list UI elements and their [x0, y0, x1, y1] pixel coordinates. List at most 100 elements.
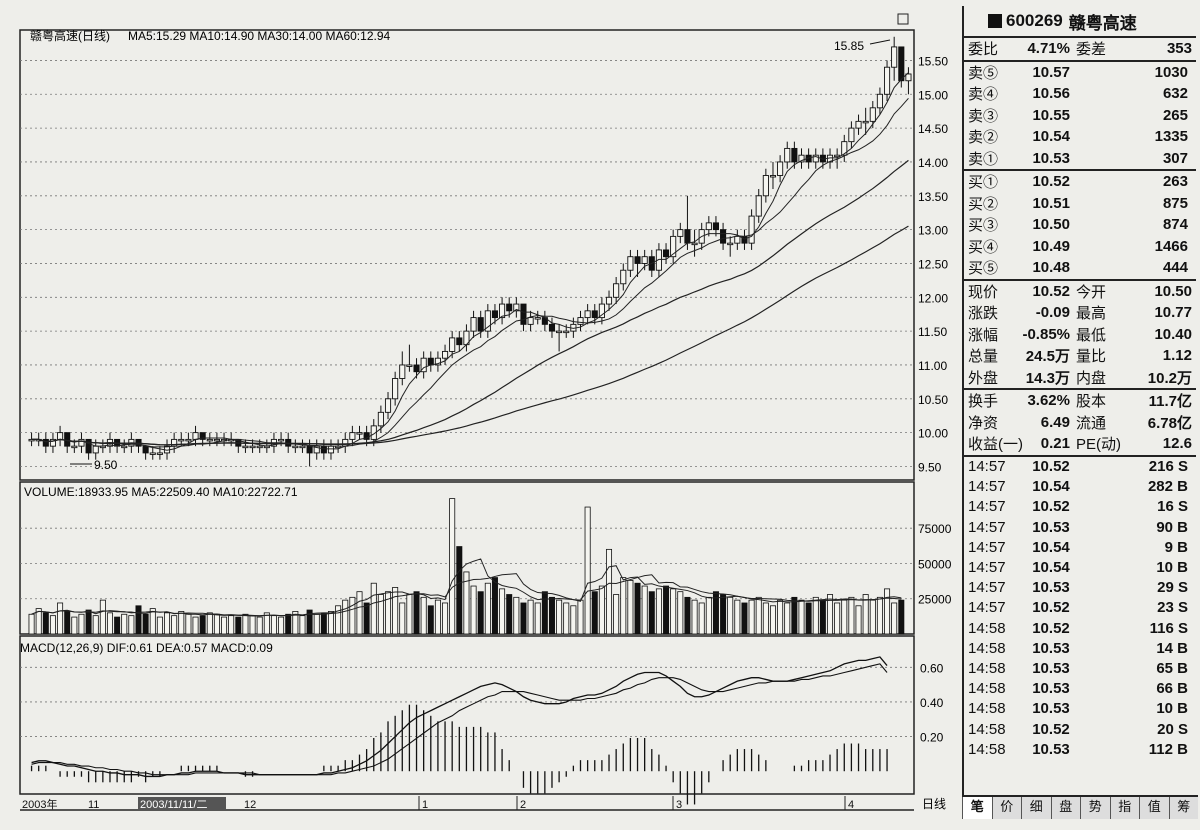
ratio-row: 委比 4.71% 委差 353: [964, 38, 1196, 60]
volume-bar: [242, 613, 249, 635]
buy-level: 买① 10.52 263: [968, 173, 1188, 192]
volume-bar: [848, 596, 855, 635]
candle-body: [156, 452, 163, 455]
price-tick: 15.50: [918, 54, 948, 68]
panel-tab[interactable]: 价: [991, 797, 1021, 819]
volume-bar: [92, 615, 99, 635]
stock-marker-icon: [988, 14, 1002, 28]
ma-legend: MA5:15.29 MA10:14.90 MA30:14.00 MA60:12.…: [128, 29, 390, 43]
panel-tab[interactable]: 指: [1109, 797, 1139, 819]
volume-bar: [784, 602, 791, 635]
tick-row: 14:57 10.54 282 B: [968, 478, 1188, 496]
price-tick: 14.50: [918, 122, 948, 136]
volume-bar: [270, 615, 277, 635]
candle-body: [142, 445, 149, 454]
volume-bar: [57, 602, 64, 635]
candle-body: [727, 242, 734, 246]
volume-bar: [734, 599, 741, 635]
volume-bar: [377, 594, 384, 635]
candle-body: [620, 269, 627, 285]
stat-row: 净资 6.49 流通 6.78亿: [968, 413, 1192, 432]
volume-bar: [862, 594, 869, 635]
volume-bar: [99, 599, 106, 635]
panel-tab[interactable]: 筹: [1168, 797, 1198, 819]
volume-bar: [541, 591, 548, 635]
volume-bar: [185, 613, 192, 635]
volume-header: VOLUME:18933.95 MA5:22509.40 MA10:22722.…: [24, 485, 298, 499]
volume-bar: [199, 615, 206, 635]
candle-body: [591, 310, 598, 319]
volume-bar: [584, 506, 591, 635]
volume-bar: [449, 498, 456, 635]
panel-tab[interactable]: 盘: [1050, 797, 1080, 819]
candle-body: [584, 310, 591, 319]
candle-body: [499, 303, 506, 319]
candle-body: [691, 242, 698, 246]
volume-bar: [805, 602, 812, 635]
candle-body: [299, 445, 306, 449]
candle-body: [720, 229, 727, 244]
candle-body: [192, 432, 199, 440]
candle-body: [655, 249, 662, 271]
period-tab[interactable]: 日线: [922, 797, 946, 811]
x-axis-label: 2: [520, 799, 526, 811]
candle-body: [527, 317, 534, 325]
candle-body: [891, 46, 898, 68]
tick-row: 14:57 10.52 216 S: [968, 458, 1188, 476]
volume-bar: [164, 612, 171, 635]
volume-bar: [677, 591, 684, 635]
candle-body: [121, 445, 128, 449]
tick-row: 14:57 10.52 23 S: [968, 599, 1188, 617]
price-tick: 12.00: [918, 291, 948, 305]
candle-body: [377, 411, 384, 427]
volume-bar: [855, 605, 862, 635]
candle-body: [755, 195, 762, 217]
expand-icon[interactable]: [897, 13, 909, 25]
panel-tab[interactable]: 笔: [962, 797, 992, 819]
x-axis-label: 1: [422, 799, 428, 811]
volume-bar: [327, 611, 334, 635]
candle-body: [769, 175, 777, 178]
volume-bar: [791, 596, 798, 635]
volume-bar: [598, 585, 605, 635]
candle-body: [420, 357, 427, 373]
volume-bar: [456, 546, 463, 635]
panel-tab[interactable]: 值: [1139, 797, 1169, 819]
tick-row: 14:58 10.53 66 B: [968, 680, 1188, 698]
volume-bar: [577, 599, 584, 635]
candle-body: [427, 357, 434, 366]
macd-header: MACD(12,26,9) DIF:0.61 DEA:0.57 MACD:0.0…: [20, 641, 273, 655]
candle-body: [85, 438, 92, 454]
candle-body: [812, 154, 819, 163]
panel-tab[interactable]: 势: [1080, 797, 1110, 819]
volume-bar: [663, 585, 670, 635]
stock-title: 赣粤高速(日线): [30, 28, 110, 43]
volume-bar: [591, 591, 598, 635]
candle-body: [506, 303, 513, 312]
candle-body: [392, 378, 399, 400]
ratio-value: 4.71%: [1027, 40, 1070, 58]
tick-list[interactable]: 14:57 10.52 216 S 14:57 10.54 282 B 14:57 10.52…: [964, 457, 1196, 760]
price-tick: 13.50: [918, 190, 948, 204]
candle-body: [278, 438, 285, 442]
candle-body: [470, 317, 477, 332]
volume-bar: [363, 602, 370, 635]
volume-bar: [192, 616, 199, 635]
candle-body: [42, 438, 49, 447]
x-axis-label: 2003/11/11/二: [140, 799, 207, 811]
price-tick: 12.50: [918, 257, 948, 271]
candle-body: [791, 147, 798, 163]
volume-bar: [570, 605, 577, 635]
candle-body: [556, 330, 563, 334]
candle-body: [399, 364, 406, 379]
volume-bar: [670, 588, 677, 635]
volume-bar: [491, 577, 498, 635]
volume-bar: [320, 612, 327, 635]
volume-bar: [85, 609, 92, 635]
price-tick: 14.00: [918, 156, 948, 170]
volume-bar: [463, 571, 470, 635]
panel-tab[interactable]: 细: [1021, 797, 1051, 819]
candle-body: [798, 154, 805, 163]
volume-bar: [263, 612, 270, 635]
candle-body: [477, 317, 484, 332]
